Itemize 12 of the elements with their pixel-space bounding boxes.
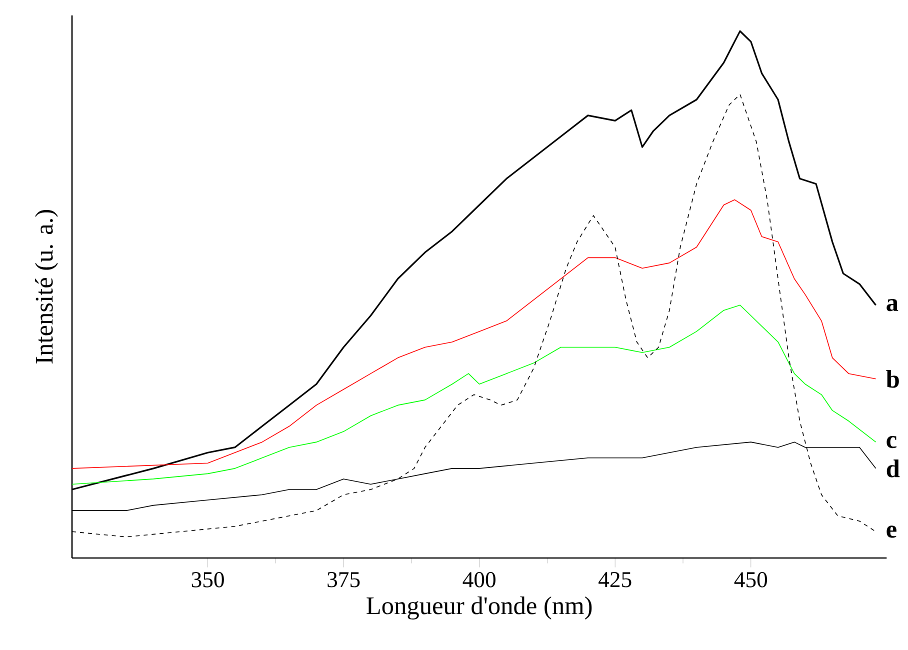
x-tick-label: 425 <box>598 572 632 588</box>
x-tick-label: 375 <box>328 572 360 588</box>
x-tick-label: 400 <box>462 572 496 588</box>
series-label: e <box>886 526 896 538</box>
series-label: b <box>886 370 899 388</box>
series-label: d <box>886 460 900 478</box>
series-label: a <box>886 299 898 312</box>
x-tick-label: 450 <box>734 572 768 588</box>
series-label: c <box>886 436 896 448</box>
y-axis-title: Intensité (u. a.) <box>34 210 58 364</box>
x-tick-label: 350 <box>192 572 224 588</box>
x-axis-title: Longueur d'onde (nm) <box>366 596 592 620</box>
